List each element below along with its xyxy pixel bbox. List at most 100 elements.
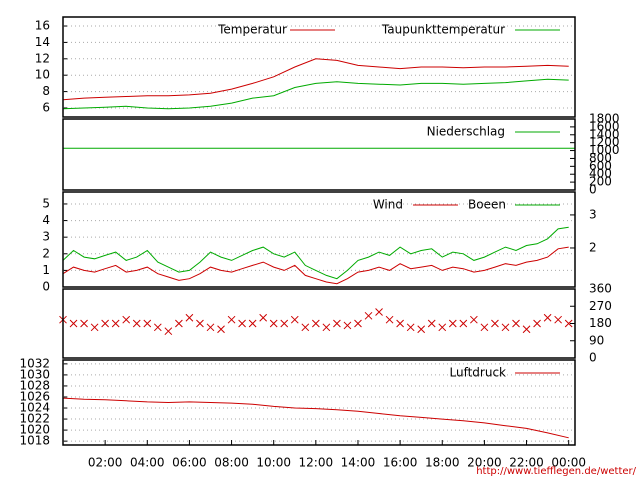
direction-point	[175, 319, 183, 328]
legend-label: Niederschlag	[427, 125, 505, 139]
y-tick-label: 2	[42, 246, 50, 260]
legend-label: Taupunkttemperatur	[381, 23, 505, 37]
series-line	[62, 58, 569, 101]
panel-frame	[62, 16, 576, 118]
y2-tick-label: 3	[589, 207, 597, 221]
direction-point	[132, 319, 141, 328]
y2-tick-label: 270	[589, 299, 612, 313]
y-tick-label: 1030	[19, 367, 50, 381]
x-tick-label: 02:00	[88, 456, 123, 470]
x-tick-label: 20:00	[467, 456, 502, 470]
x-tick-label: 00:00	[551, 456, 586, 470]
direction-point	[448, 319, 457, 328]
credit: http://www.tiefflegen.de/wetter/	[476, 466, 636, 477]
y-tick-label: 1032	[19, 356, 50, 370]
series-line	[62, 226, 569, 280]
direction-point	[554, 315, 562, 324]
y-tick-label: 6	[42, 100, 50, 114]
x-tick-label: 06:00	[172, 456, 207, 470]
direction-point	[322, 323, 331, 332]
direction-point	[470, 315, 478, 324]
series-line	[62, 397, 569, 439]
legend-label: Temperatur	[217, 23, 287, 37]
direction-point	[217, 325, 225, 334]
y-tick-label: 0	[42, 280, 50, 294]
y2-tick-label: 0	[589, 351, 597, 365]
direction-point	[259, 313, 268, 322]
series-line	[62, 246, 569, 285]
direction-point	[196, 319, 204, 328]
series-line	[62, 78, 569, 110]
y2-tick-label: 1800	[589, 112, 620, 126]
direction-point	[512, 319, 520, 328]
y2-tick-label: 800	[589, 151, 612, 165]
direction-point	[333, 319, 341, 328]
direction-point	[206, 323, 215, 332]
legend-label: Wind	[373, 198, 403, 212]
y2-tick-label: 1200	[589, 135, 620, 149]
direction-point	[111, 319, 120, 328]
direction-point	[385, 315, 394, 324]
direction-point	[364, 311, 373, 320]
direction-point	[185, 313, 194, 322]
y-tick-label: 1018	[19, 434, 50, 448]
y2-tick-label: 2	[589, 240, 597, 254]
direction-point	[438, 323, 447, 332]
direction-point	[406, 323, 415, 332]
x-tick-label: 08:00	[214, 456, 249, 470]
panel-frame	[62, 359, 576, 446]
y2-tick-label: 90	[589, 333, 604, 347]
y2-tick-label: 1000	[589, 143, 620, 157]
direction-point	[459, 319, 468, 328]
x-tick-label: 22:00	[509, 456, 544, 470]
direction-point	[280, 319, 289, 328]
direction-point	[564, 319, 573, 328]
direction-point	[290, 315, 299, 324]
direction-point	[491, 319, 499, 328]
y-tick-label: 1022	[19, 412, 50, 426]
direction-point	[533, 319, 541, 328]
direction-point	[238, 319, 246, 328]
x-tick-label: 14:00	[341, 456, 376, 470]
x-tick-label: 10:00	[256, 456, 291, 470]
direction-point	[501, 323, 510, 332]
direction-point	[343, 321, 352, 330]
y-tick-label: 1020	[19, 423, 50, 437]
y2-tick-label: 1400	[589, 127, 620, 141]
panel-frame	[62, 118, 576, 191]
y2-tick-label: 0	[589, 183, 597, 197]
y2-tick-label: 360	[589, 282, 612, 296]
direction-point	[543, 313, 552, 322]
y-tick-label: 4	[42, 213, 50, 227]
y2-tick-label: 180	[589, 316, 612, 330]
direction-point	[248, 319, 257, 328]
direction-point	[375, 308, 383, 316]
panel-frame	[62, 191, 576, 288]
direction-point	[427, 319, 436, 328]
direction-point	[301, 323, 310, 332]
y-tick-label: 1026	[19, 389, 50, 403]
x-tick-label: 12:00	[299, 456, 334, 470]
y-tick-label: 5	[42, 196, 50, 210]
direction-point	[227, 315, 236, 324]
direction-point	[522, 325, 531, 334]
direction-point	[480, 323, 489, 332]
x-tick-label: 04:00	[130, 456, 165, 470]
y-tick-label: 1028	[19, 378, 50, 392]
legend-label: Boeen	[468, 198, 506, 212]
x-tick-label: 18:00	[425, 456, 460, 470]
direction-point	[101, 319, 109, 328]
y-tick-label: 1	[42, 263, 50, 277]
x-tick-label: 16:00	[383, 456, 418, 470]
y-tick-label: 8	[42, 84, 50, 98]
y-tick-label: 14	[35, 35, 50, 49]
y-tick-label: 16	[35, 19, 50, 33]
direction-point	[396, 319, 404, 328]
y2-tick-label: 400	[589, 167, 612, 181]
y-tick-label: 1024	[19, 401, 50, 415]
panel-frame	[62, 288, 576, 359]
y-tick-label: 3	[42, 230, 50, 244]
y2-tick-label: 1600	[589, 119, 620, 133]
direction-point	[354, 319, 362, 328]
